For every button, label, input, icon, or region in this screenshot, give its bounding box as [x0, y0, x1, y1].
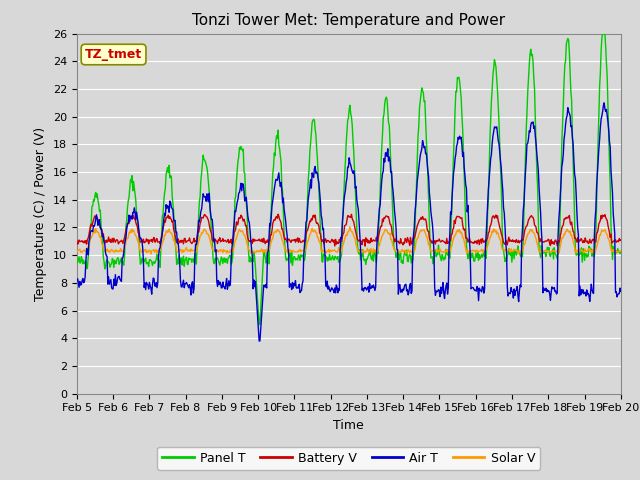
Line: Panel T: Panel T: [77, 34, 621, 324]
Air T: [83, 246, 90, 252]
Panel T: [617, 249, 625, 255]
Panel T: [139, 257, 147, 263]
Panel T: [431, 247, 439, 253]
Solar V: [223, 250, 230, 256]
Solar V: [417, 228, 424, 234]
Battery V: [433, 238, 440, 243]
Panel T: [194, 234, 202, 240]
Battery V: [361, 243, 369, 249]
Solar V: [372, 251, 380, 257]
Battery V: [274, 211, 282, 217]
Air T: [617, 288, 625, 294]
Panel T: [73, 257, 81, 263]
Panel T: [223, 256, 230, 262]
Legend: Panel T, Battery V, Air T, Solar V: Panel T, Battery V, Air T, Solar V: [157, 447, 540, 469]
Solar V: [194, 242, 202, 248]
X-axis label: Time: Time: [333, 419, 364, 432]
Air T: [431, 292, 439, 298]
Panel T: [599, 31, 607, 36]
Solar V: [346, 224, 354, 230]
Air T: [139, 244, 147, 250]
Battery V: [617, 237, 625, 243]
Solar V: [617, 248, 625, 254]
Air T: [416, 158, 424, 164]
Battery V: [417, 216, 424, 222]
Solar V: [83, 248, 90, 254]
Battery V: [83, 241, 90, 247]
Line: Solar V: Solar V: [77, 227, 621, 254]
Line: Battery V: Battery V: [77, 214, 621, 246]
Battery V: [139, 239, 147, 245]
Text: TZ_tmet: TZ_tmet: [85, 48, 142, 61]
Battery V: [223, 239, 230, 245]
Panel T: [83, 266, 90, 272]
Panel T: [255, 322, 263, 327]
Battery V: [194, 228, 202, 233]
Air T: [600, 100, 608, 106]
Air T: [194, 229, 202, 235]
Y-axis label: Temperature (C) / Power (V): Temperature (C) / Power (V): [35, 127, 47, 300]
Battery V: [73, 238, 81, 244]
Solar V: [139, 250, 147, 255]
Air T: [223, 276, 230, 281]
Panel T: [416, 105, 424, 110]
Air T: [73, 277, 81, 283]
Air T: [255, 338, 263, 344]
Solar V: [433, 247, 440, 252]
Line: Air T: Air T: [77, 103, 621, 341]
Title: Tonzi Tower Met: Temperature and Power: Tonzi Tower Met: Temperature and Power: [192, 13, 506, 28]
Solar V: [73, 249, 81, 255]
